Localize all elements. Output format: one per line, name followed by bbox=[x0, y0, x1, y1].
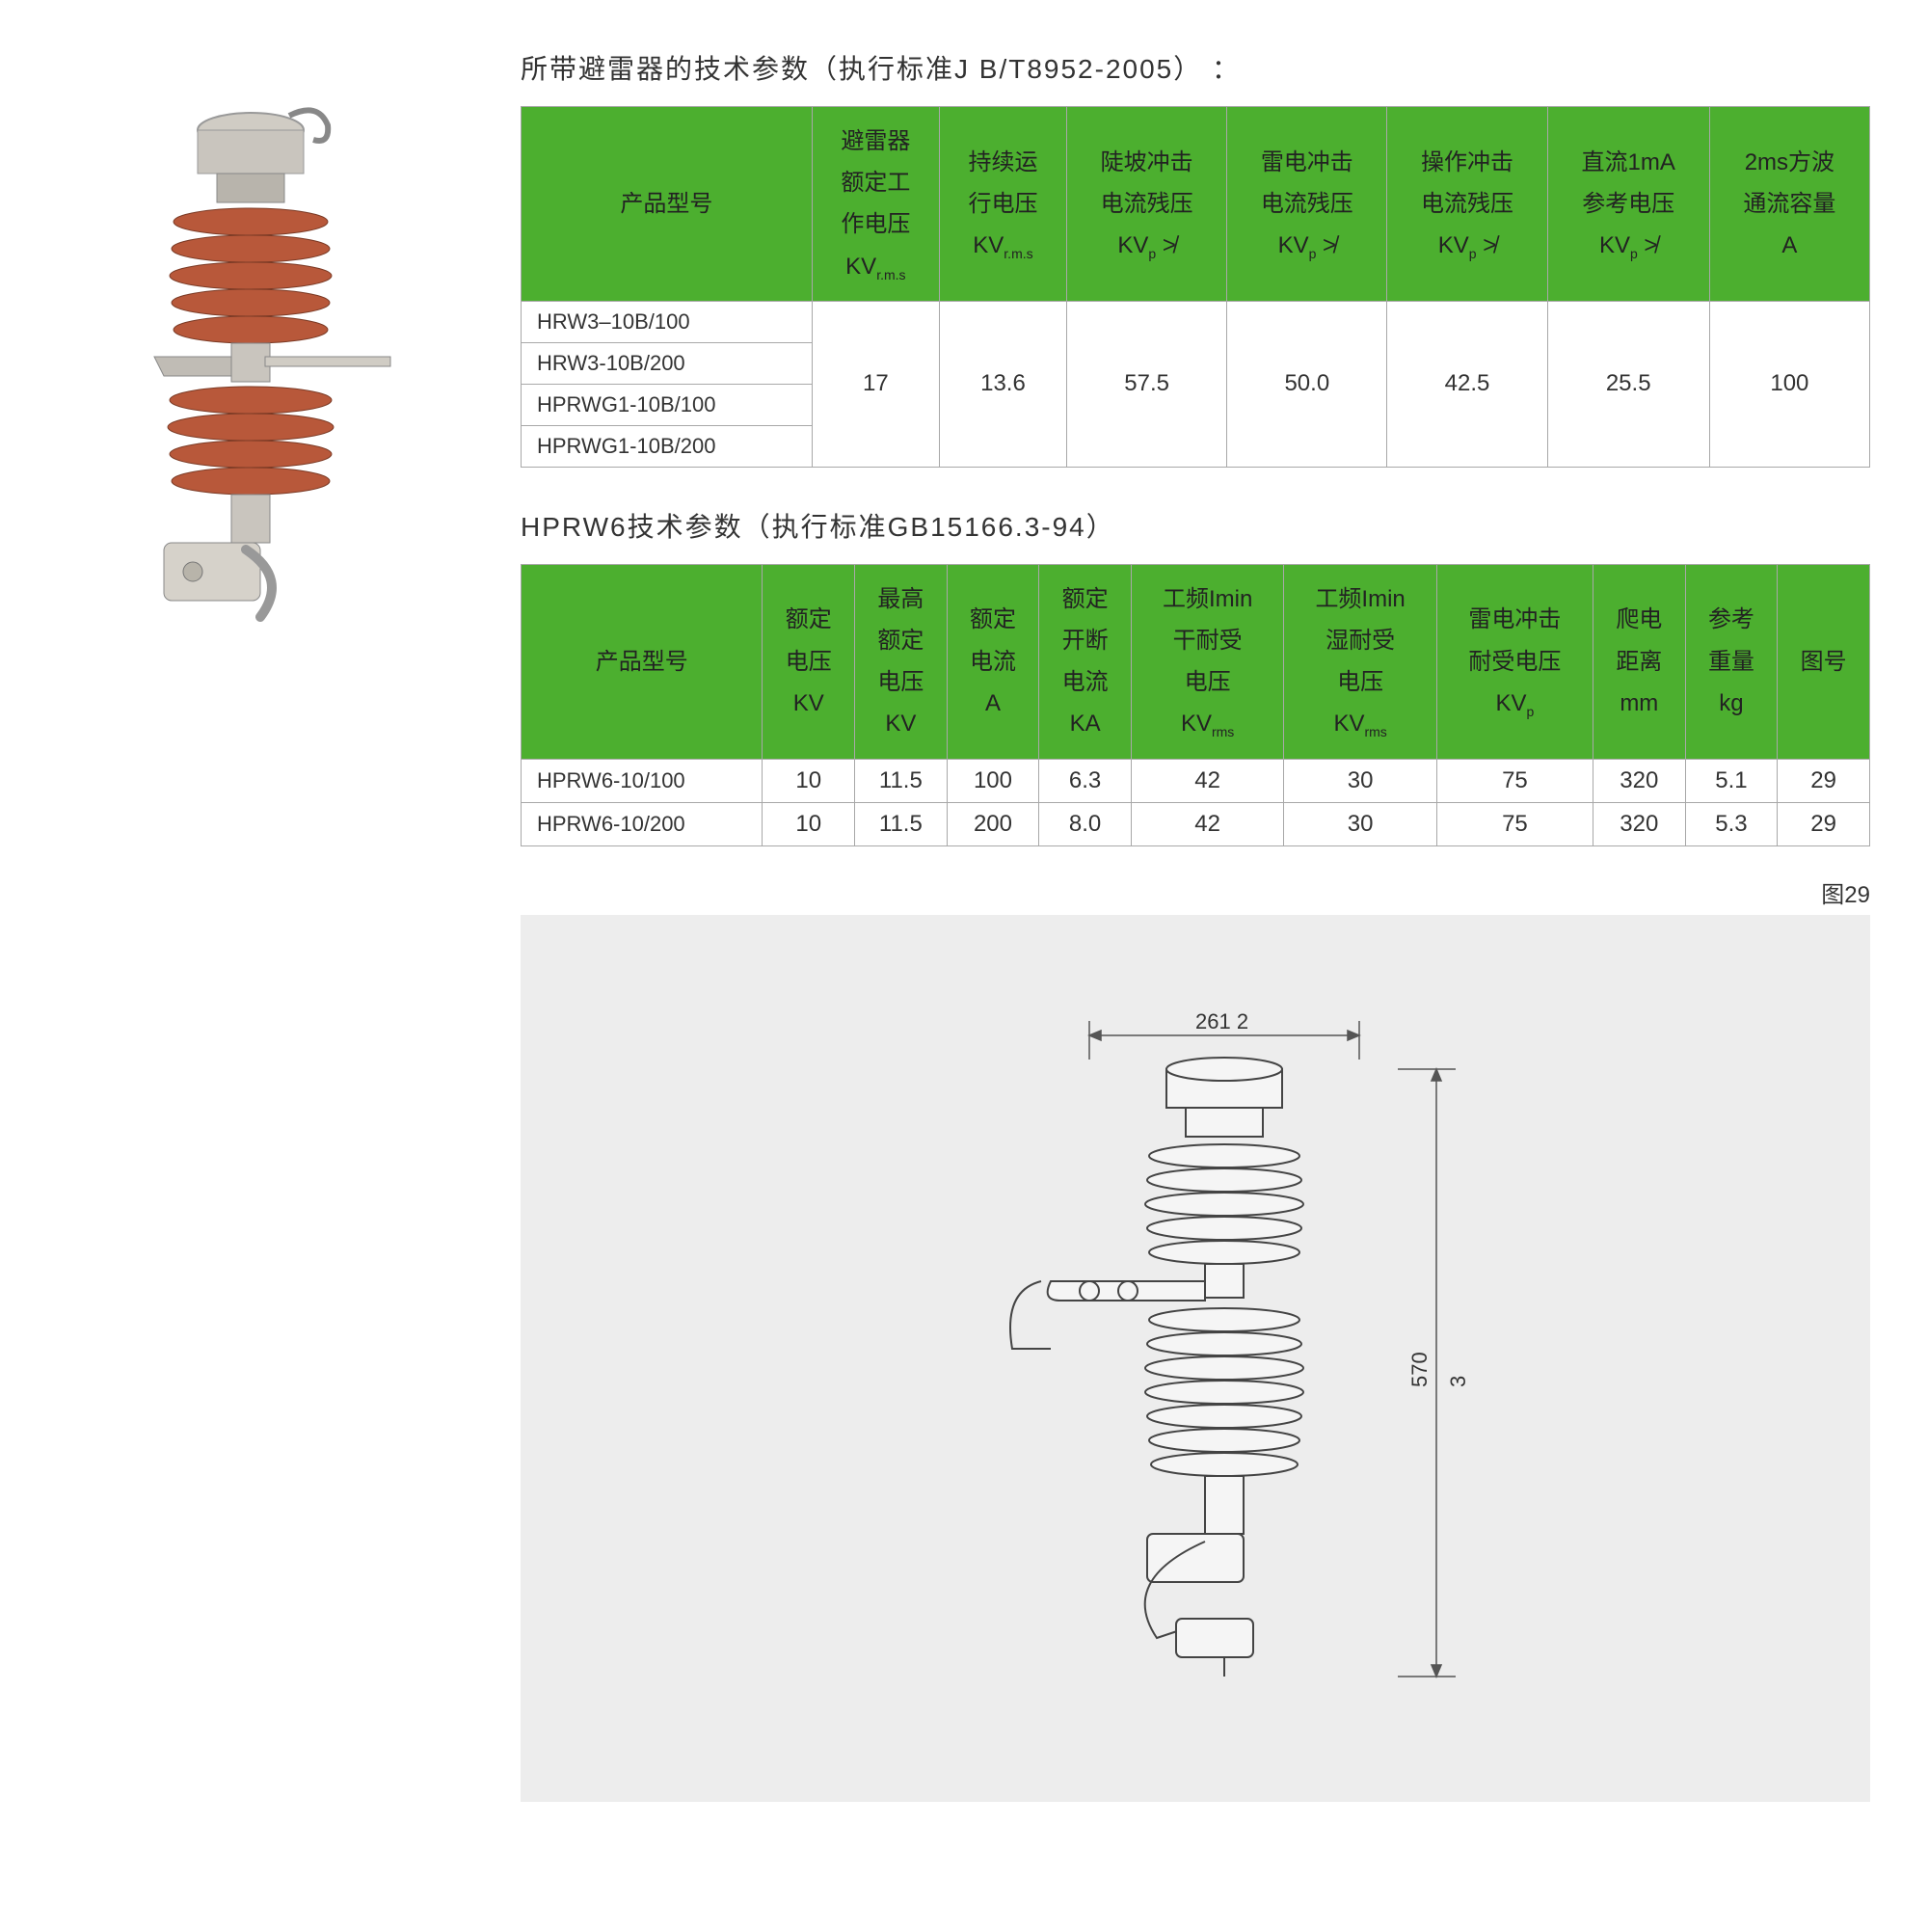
t2-h: 参考重量kg bbox=[1685, 564, 1778, 759]
product-photo bbox=[96, 77, 405, 675]
svg-text:3: 3 bbox=[1446, 1375, 1470, 1386]
t1-h1: 避雷器额定工作电压KVr.m.s bbox=[812, 107, 939, 302]
svg-text:261 2: 261 2 bbox=[1195, 1009, 1248, 1033]
technical-drawing: 261 2 570 3 bbox=[521, 915, 1870, 1802]
t1-v5: 25.5 bbox=[1547, 301, 1709, 467]
t1-v0: 17 bbox=[812, 301, 939, 467]
t1-v6: 100 bbox=[1709, 301, 1869, 467]
t1-model: HPRWG1-10B/100 bbox=[522, 384, 813, 425]
t2-h: 最高额定电压KV bbox=[855, 564, 948, 759]
t1-model: HPRWG1-10B/200 bbox=[522, 425, 813, 467]
t1-v2: 57.5 bbox=[1067, 301, 1227, 467]
t2-h: 额定电流A bbox=[947, 564, 1039, 759]
t1-model: HRW3-10B/200 bbox=[522, 342, 813, 384]
section1-title: 所带避雷器的技术参数（执行标准J B/T8952-2005） ： bbox=[521, 48, 1870, 87]
t1-v4: 42.5 bbox=[1387, 301, 1547, 467]
t2-h: 产品型号 bbox=[522, 564, 763, 759]
t2-h: 爬电距离mm bbox=[1593, 564, 1686, 759]
t2-h: 图号 bbox=[1778, 564, 1870, 759]
t1-h0: 产品型号 bbox=[522, 107, 813, 302]
table-arrester-params: 产品型号 避雷器额定工作电压KVr.m.s 持续运行电压KVr.m.s 陡坡冲击… bbox=[521, 106, 1870, 468]
table-row: HPRW6-10/100 1011.5 1006.3 4230 75320 5.… bbox=[522, 759, 1870, 802]
t1-h3: 陡坡冲击电流残压KVp ≯ bbox=[1067, 107, 1227, 302]
t2-h: 工频Imin干耐受电压KVrms bbox=[1131, 564, 1283, 759]
section2-title: HPRW6技术参数（执行标准GB15166.3-94） bbox=[521, 506, 1870, 545]
t1-h4: 雷电冲击电流残压KVp ≯ bbox=[1227, 107, 1387, 302]
svg-text:570: 570 bbox=[1407, 1352, 1432, 1387]
t2-h: 额定电压KV bbox=[763, 564, 855, 759]
diagram-label: 图29 bbox=[521, 875, 1870, 909]
table-row: HPRW6-10/200 1011.5 2008.0 4230 75320 5.… bbox=[522, 802, 1870, 845]
t1-v1: 13.6 bbox=[939, 301, 1066, 467]
t1-h2: 持续运行电压KVr.m.s bbox=[939, 107, 1066, 302]
t1-h5: 操作冲击电流残压KVp ≯ bbox=[1387, 107, 1547, 302]
t1-model: HRW3–10B/100 bbox=[522, 301, 813, 342]
table-hprw6-params: 产品型号 额定电压KV 最高额定电压KV 额定电流A 额定开断电流KA 工频Im… bbox=[521, 564, 1870, 846]
t1-v3: 50.0 bbox=[1227, 301, 1387, 467]
t1-h7: 2ms方波通流容量A bbox=[1709, 107, 1869, 302]
t2-h: 额定开断电流KA bbox=[1039, 564, 1132, 759]
t1-h6: 直流1mA参考电压KVp ≯ bbox=[1547, 107, 1709, 302]
t2-h: 工频Imin湿耐受电压KVrms bbox=[1284, 564, 1436, 759]
t2-h: 雷电冲击耐受电压KVp bbox=[1436, 564, 1593, 759]
